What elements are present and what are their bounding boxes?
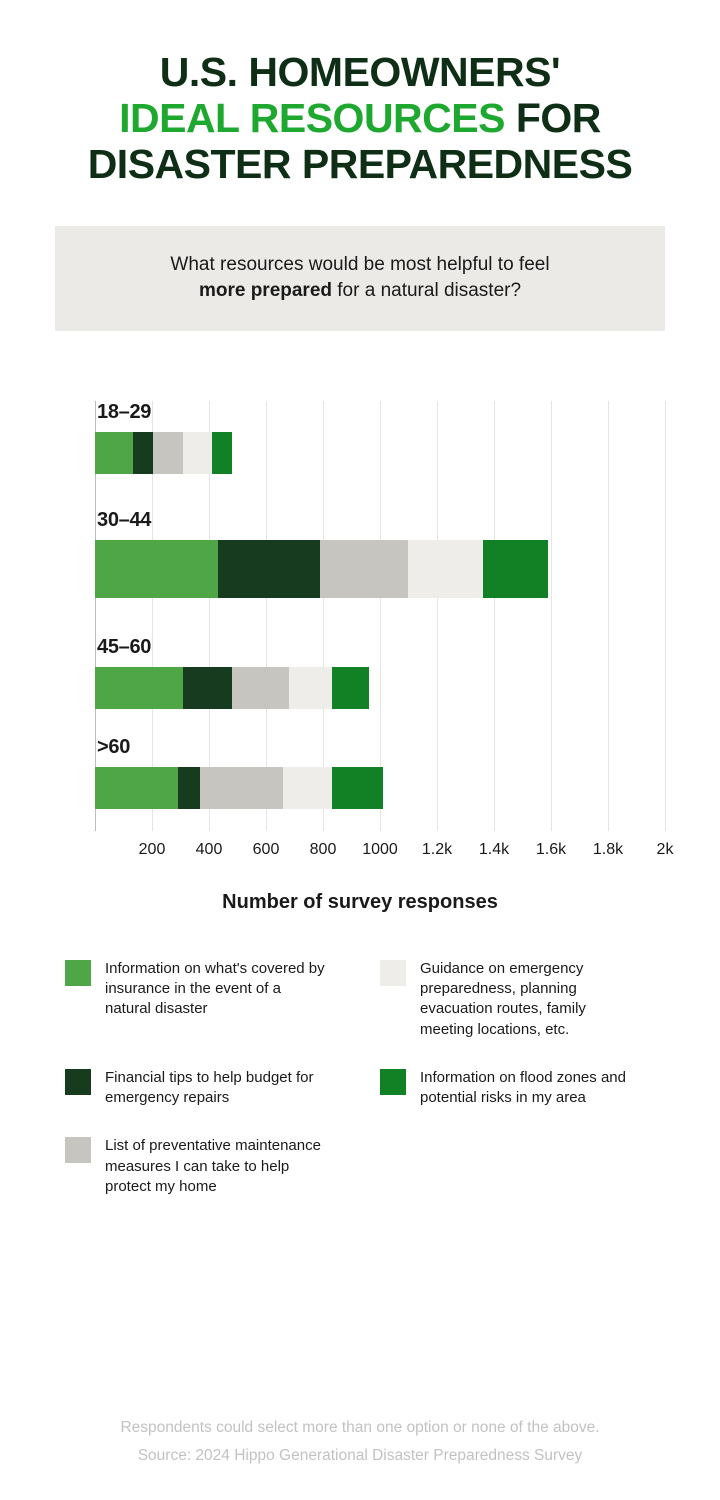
stacked-bar xyxy=(95,540,665,598)
bar-segment xyxy=(232,667,289,709)
bar-segment xyxy=(408,540,482,598)
stacked-bar xyxy=(95,667,665,709)
bar-segment xyxy=(283,767,331,809)
stacked-bar xyxy=(95,767,665,809)
bar-segment xyxy=(95,432,133,474)
legend-text: Financial tips to help budget for emerge… xyxy=(105,1068,325,1109)
legend-item: Information on what's covered by insuran… xyxy=(65,959,340,1040)
legend-item: Information on flood zones and potential… xyxy=(380,1068,655,1109)
stacked-bar xyxy=(95,432,665,474)
title-line1: U.S. HOMEOWNERS' xyxy=(55,50,665,96)
title-line2: IDEAL RESOURCES FOR xyxy=(55,96,665,142)
bar-category-label: >60 xyxy=(97,736,665,759)
x-tick: 1.8k xyxy=(593,841,623,859)
bar-segment xyxy=(153,432,183,474)
bar-segment xyxy=(320,540,408,598)
bar-segment xyxy=(332,767,383,809)
bar-segment xyxy=(212,432,232,474)
bar-group: 30–44 xyxy=(95,509,665,598)
bar-category-label: 45–60 xyxy=(97,636,665,659)
x-tick: 1000 xyxy=(362,841,398,859)
bar-segment xyxy=(183,667,231,709)
bar-segment xyxy=(332,667,369,709)
bar-segment xyxy=(200,767,283,809)
legend-item: List of preventative maintenance measure… xyxy=(65,1136,340,1197)
gridline xyxy=(665,401,666,831)
bar-segment xyxy=(178,767,201,809)
chart-legend: Information on what's covered by insuran… xyxy=(55,959,665,1197)
title-line3: DISASTER PREPAREDNESS xyxy=(55,142,665,188)
x-tick: 400 xyxy=(196,841,223,859)
x-axis: 20040060080010001.2k1.4k1.6k1.8k2k xyxy=(95,831,665,881)
question-pre: What resources would be most helpful to … xyxy=(170,254,549,275)
legend-text: Information on flood zones and potential… xyxy=(420,1068,640,1109)
footnote-line1: Respondents could select more than one o… xyxy=(55,1414,665,1442)
x-tick: 200 xyxy=(139,841,166,859)
chart-plot: 18–29 30–44 45–60 >60 xyxy=(95,401,665,831)
title-highlight: IDEAL RESOURCES xyxy=(119,95,505,141)
legend-item: Guidance on emergency preparedness, plan… xyxy=(380,959,655,1040)
question-box: What resources would be most helpful to … xyxy=(55,226,665,331)
x-tick: 800 xyxy=(310,841,337,859)
bar-category-label: 18–29 xyxy=(97,401,665,424)
legend-text: List of preventative maintenance measure… xyxy=(105,1136,325,1197)
bar-group: >60 xyxy=(95,736,665,809)
question-post: for a natural disaster? xyxy=(332,280,521,301)
chart: 18–29 30–44 45–60 >60 200 400 600 800 1000 1.2k 1… xyxy=(55,401,665,881)
title-line2-rest: FOR xyxy=(505,95,601,141)
x-tick: 1.4k xyxy=(479,841,509,859)
bar-segment xyxy=(183,432,212,474)
legend-swatch xyxy=(65,960,91,986)
footnote: Respondents could select more than one o… xyxy=(55,1414,665,1470)
bar-segment xyxy=(483,540,549,598)
bar-segment xyxy=(133,432,153,474)
page-title: U.S. HOMEOWNERS' IDEAL RESOURCES FOR DIS… xyxy=(55,50,665,188)
legend-swatch xyxy=(65,1069,91,1095)
question-strong: more prepared xyxy=(199,280,332,301)
x-tick: 2k xyxy=(657,841,674,859)
legend-swatch xyxy=(380,1069,406,1095)
footnote-line2: Source: 2024 Hippo Generational Disaster… xyxy=(55,1442,665,1470)
bar-segment xyxy=(95,767,178,809)
x-tick: 1.2k xyxy=(422,841,452,859)
x-tick: 600 xyxy=(253,841,280,859)
bar-segment xyxy=(95,540,218,598)
bar-group: 45–60 xyxy=(95,636,665,709)
x-tick: 1.6k xyxy=(536,841,566,859)
bar-category-label: 30–44 xyxy=(97,509,665,532)
legend-swatch xyxy=(380,960,406,986)
bar-segment xyxy=(95,667,183,709)
legend-swatch xyxy=(65,1137,91,1163)
legend-item: Financial tips to help budget for emerge… xyxy=(65,1068,340,1109)
legend-text: Guidance on emergency preparedness, plan… xyxy=(420,959,640,1040)
legend-text: Information on what's covered by insuran… xyxy=(105,959,325,1040)
x-axis-label: Number of survey responses xyxy=(55,891,665,914)
bar-group: 18–29 xyxy=(95,401,665,474)
bar-segment xyxy=(218,540,321,598)
bar-segment xyxy=(289,667,332,709)
